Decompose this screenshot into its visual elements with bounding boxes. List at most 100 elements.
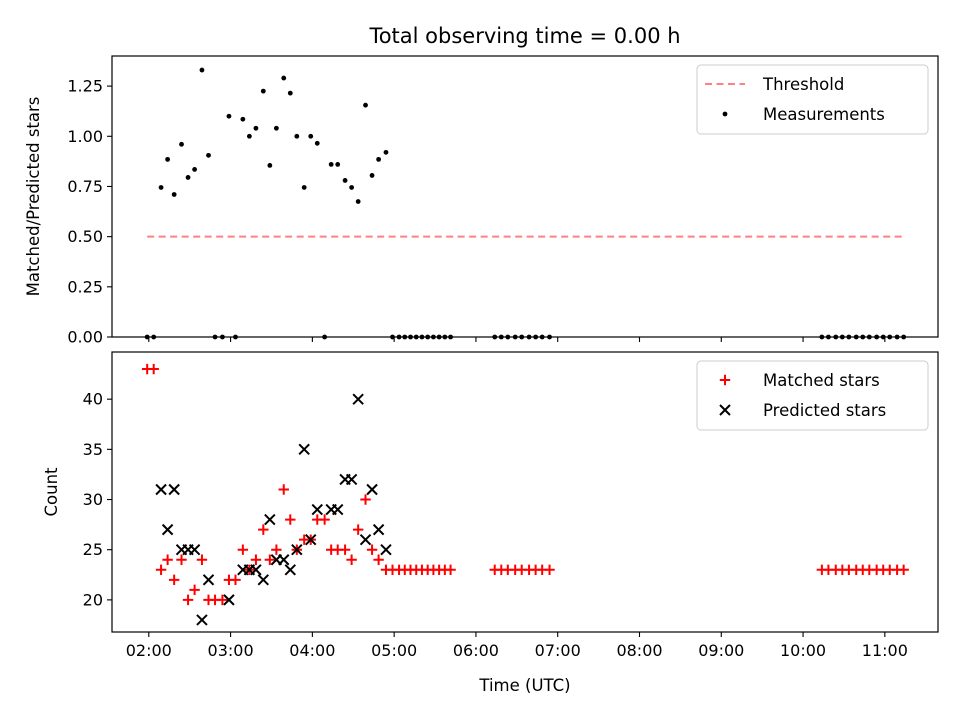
measurement-point-55 bbox=[547, 334, 552, 340]
measurement-point-62 bbox=[860, 334, 866, 340]
matched-star-point-68 bbox=[898, 564, 909, 575]
x-tick-label: 09:00 bbox=[698, 641, 744, 660]
x-tick-label: 11:00 bbox=[862, 641, 908, 660]
matched-star-point-55 bbox=[544, 564, 555, 575]
measurement-point-58 bbox=[833, 334, 839, 340]
axes-frame bbox=[111, 55, 939, 338]
measurement-point-40 bbox=[413, 334, 419, 340]
measurement-point-17 bbox=[260, 88, 266, 94]
measurement-point-13 bbox=[233, 334, 238, 340]
bottom-panel: 20 25 30 35 40 02:00 03:00 04:00 05:00 06:00 07:00… bbox=[42, 351, 939, 695]
measurement-point-16 bbox=[253, 125, 259, 131]
y-axis-label: Matched/Predicted stars bbox=[24, 97, 43, 297]
measurement-point-59 bbox=[839, 334, 845, 340]
measurement-point-8 bbox=[199, 67, 205, 73]
matched-star-point-2 bbox=[155, 564, 167, 575]
legend-label: Measurements bbox=[763, 105, 885, 124]
measurement-point-9 bbox=[206, 152, 211, 158]
x-tick-label: 08:00 bbox=[616, 641, 662, 660]
legend-swatch-point-0 bbox=[719, 374, 731, 386]
series-predicted-stars bbox=[155, 393, 392, 626]
predicted-star-point-13 bbox=[264, 513, 276, 526]
top-panel: 0.00 0.25 0.50 0.75 1.00 1.25 Matched/Predicte… bbox=[24, 55, 939, 347]
measurement-point-63 bbox=[866, 334, 872, 340]
measurement-point-64 bbox=[874, 334, 880, 340]
series-matched-stars bbox=[141, 363, 909, 606]
predicted-star-point-15 bbox=[278, 554, 290, 566]
predicted-star-point-6 bbox=[196, 614, 208, 626]
measurement-point-32 bbox=[363, 102, 368, 108]
measurement-point-25 bbox=[314, 140, 320, 146]
measurement-point-33 bbox=[369, 173, 375, 178]
matched-star-point-5 bbox=[176, 554, 187, 565]
y-tick-label: 30 bbox=[83, 490, 103, 509]
matched-star-point-11 bbox=[217, 594, 228, 606]
matched-star-point-8 bbox=[196, 554, 208, 565]
measurement-point-49 bbox=[505, 334, 511, 340]
measurement-point-60 bbox=[846, 334, 852, 340]
x-tick-label: 10:00 bbox=[780, 641, 826, 660]
matched-star-point-7 bbox=[189, 584, 200, 596]
series-measurements bbox=[144, 67, 907, 340]
matched-star-point-14 bbox=[237, 544, 249, 555]
measurement-point-45 bbox=[442, 334, 448, 340]
measurement-point-23 bbox=[301, 185, 307, 190]
matched-star-point-30 bbox=[346, 554, 357, 565]
predicted-star-point-16 bbox=[284, 564, 296, 576]
x-axis-label: Time (UTC) bbox=[478, 676, 570, 695]
measurement-point-31 bbox=[355, 199, 361, 204]
x-tick-label: 07:00 bbox=[535, 641, 581, 660]
measurement-point-43 bbox=[431, 334, 436, 340]
measurement-point-22 bbox=[294, 133, 300, 139]
measurement-point-65 bbox=[880, 334, 886, 340]
x-tick-label: 05:00 bbox=[371, 641, 417, 660]
matched-star-point-31 bbox=[352, 524, 364, 535]
legend-swatch-point-1 bbox=[719, 404, 731, 416]
measurement-point-7 bbox=[192, 167, 198, 172]
x-tick-label: 02:00 bbox=[126, 641, 172, 660]
measurement-point-41 bbox=[419, 334, 425, 340]
matched-star-point-29 bbox=[339, 544, 351, 555]
measurement-point-20 bbox=[281, 75, 287, 81]
measurement-point-44 bbox=[436, 334, 442, 340]
matched-star-point-26 bbox=[319, 514, 330, 525]
measurement-point-1 bbox=[151, 334, 157, 340]
predicted-star-point-20 bbox=[311, 503, 323, 516]
measurement-point-26 bbox=[322, 334, 328, 340]
matched-star-point-19 bbox=[271, 544, 282, 555]
measurement-point-19 bbox=[273, 125, 279, 131]
x-tick-label: 04:00 bbox=[289, 641, 335, 660]
measurement-point-35 bbox=[383, 149, 389, 155]
measurement-point-68 bbox=[901, 334, 907, 340]
matched-star-point-18 bbox=[264, 554, 276, 565]
measurement-point-24 bbox=[308, 133, 314, 139]
predicted-star-point-25 bbox=[352, 393, 364, 405]
measurement-point-50 bbox=[512, 334, 518, 340]
y-tick-label: 1.00 bbox=[67, 127, 103, 146]
measurement-point-38 bbox=[402, 334, 408, 340]
predicted-star-point-22 bbox=[332, 503, 344, 516]
measurement-point-10 bbox=[212, 334, 218, 340]
x-tick-label: 03:00 bbox=[208, 641, 254, 660]
y-tick-label: 0.50 bbox=[67, 227, 103, 246]
x-tick-label: 06:00 bbox=[453, 641, 499, 660]
measurement-point-48 bbox=[498, 334, 504, 340]
measurement-point-47 bbox=[492, 334, 498, 340]
predicted-star-point-7 bbox=[202, 574, 215, 586]
matched-star-point-4 bbox=[168, 574, 180, 586]
chart-title: Total observing time = 0.00 h bbox=[368, 24, 680, 48]
measurement-point-57 bbox=[826, 334, 831, 340]
measurement-point-2 bbox=[158, 185, 164, 190]
measurement-point-37 bbox=[396, 334, 402, 340]
matched-star-point-20 bbox=[278, 484, 289, 495]
predicted-star-point-28 bbox=[372, 523, 385, 536]
matched-star-point-1 bbox=[148, 363, 159, 375]
measurement-point-61 bbox=[853, 334, 859, 340]
y-tick-label: 40 bbox=[83, 390, 103, 409]
measurement-point-53 bbox=[533, 334, 539, 340]
measurement-point-21 bbox=[287, 90, 293, 96]
predicted-star-point-19 bbox=[305, 533, 317, 546]
predicted-star-point-2 bbox=[168, 483, 180, 496]
predicted-star-point-0 bbox=[155, 483, 167, 496]
